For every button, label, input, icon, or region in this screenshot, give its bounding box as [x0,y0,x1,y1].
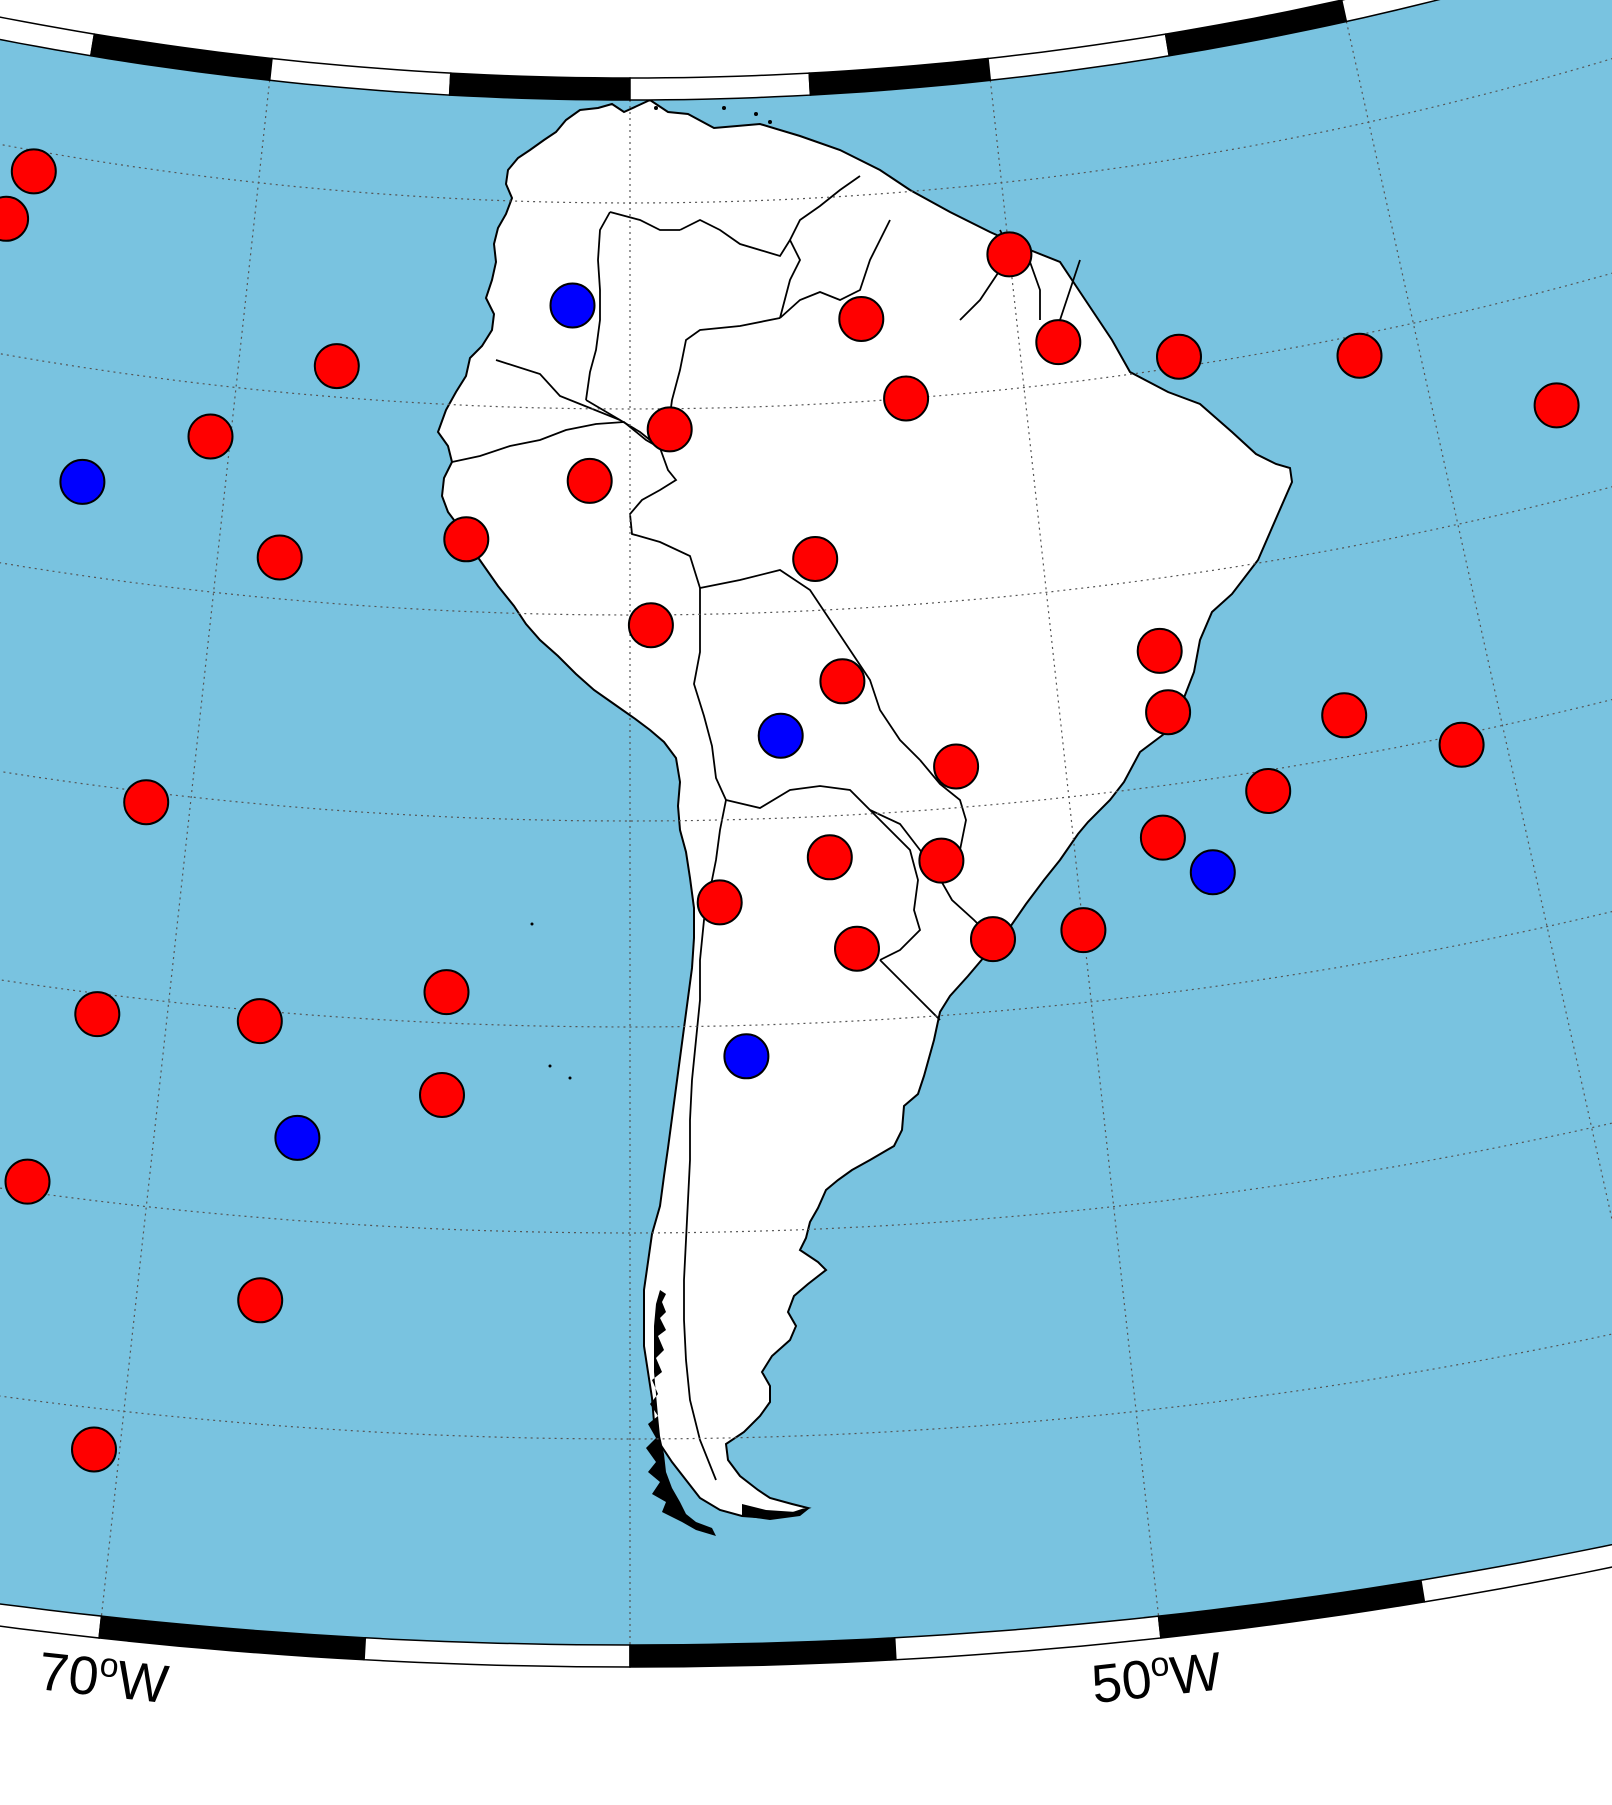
station-marker-red [819,658,866,705]
station-marker-red [10,148,57,195]
station-marker-red [933,743,980,790]
station-marker-red [792,536,839,582]
lon-tick-label: 70oW [36,1639,172,1715]
station-marker-red [1438,721,1485,768]
station-marker-red [627,602,674,649]
station-marker-red [0,195,30,242]
station-marker-red [74,991,121,1038]
station-marker-red [1336,332,1383,379]
station-marker-red [187,413,234,460]
station-marker-blue [274,1114,321,1161]
map-frame [0,0,1612,1668]
station-marker-red [883,375,930,422]
axis-labels: 10oN0o10oS20oS30oS40oS50oS90oW70oW50oW30… [36,1639,1225,1715]
station-marker-red [970,916,1016,963]
station-marker-red [696,879,743,926]
station-marker-red [256,534,303,581]
islands [530,106,810,1536]
frame-segment [629,72,812,101]
station-marker-red [1060,907,1107,954]
station-marker-red [986,231,1033,278]
station-marker-red [1533,382,1580,429]
station-marker-red [1139,814,1186,861]
station-marker-red [423,969,470,1016]
station-marker-red [806,834,853,881]
station-marker-red [1145,689,1192,736]
station-marker-red [1156,333,1202,380]
station-marker-red [1245,768,1292,814]
station-marker-blue [1189,849,1236,896]
station-marker-red [834,925,880,972]
station-marker-red [419,1072,465,1118]
station-marker-blue [59,458,106,505]
station-marker-blue [549,282,596,329]
parallel-line [0,910,1612,1028]
frame-segment [448,72,631,101]
station-marker-blue [723,1033,770,1080]
station-marker-red [1035,319,1082,366]
lon-tick-label: 50oW [1088,1639,1224,1715]
station-marker-red [646,406,693,453]
station-marker-red [566,457,613,504]
station-marker-red [1321,692,1368,739]
station-marker-blue [757,712,804,759]
station-marker-red [123,779,170,826]
station-marker-red [237,1277,284,1324]
stations-layer [0,148,1580,1473]
station-marker-red [313,343,360,390]
station-marker-red [4,1158,51,1205]
station-marker-red [236,998,283,1045]
station-marker-red [1136,627,1183,674]
frame-segment [1420,1543,1612,1603]
frame-segment [1340,0,1441,23]
station-marker-red [71,1426,117,1473]
station-marker-red [838,296,885,342]
south-america-landmass [436,98,1294,1520]
station-marker-red [443,516,490,563]
station-marker-red [918,837,965,884]
graticule [0,21,1612,1645]
